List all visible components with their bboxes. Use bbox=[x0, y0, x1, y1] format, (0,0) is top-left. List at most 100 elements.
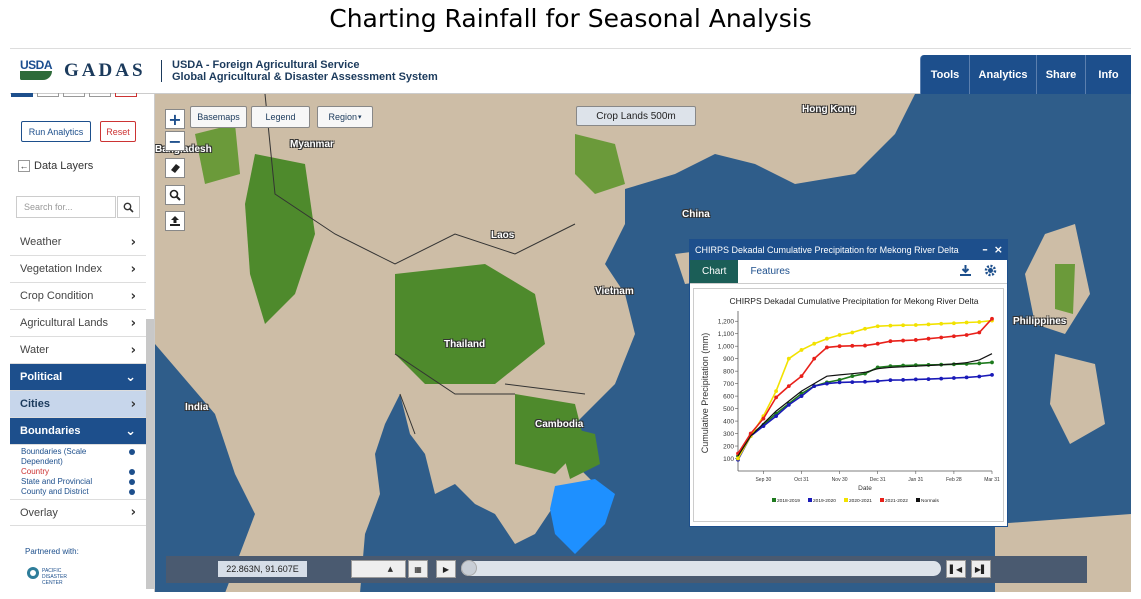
menu-crop-condition[interactable]: Crop Condition › bbox=[10, 283, 146, 310]
cursor-coordinates: 22.863N, 91.607E bbox=[218, 561, 307, 577]
panel-title-bar[interactable]: CHIRPS Dekadal Cumulative Precipitation … bbox=[690, 240, 1007, 260]
tab-features[interactable]: Features bbox=[750, 266, 790, 277]
minimize-icon[interactable]: – bbox=[982, 243, 988, 256]
close-icon[interactable]: × bbox=[993, 243, 1003, 256]
chart-panel: CHIRPS Dekadal Cumulative Precipitation … bbox=[689, 239, 1008, 527]
sidebar-tabs[interactable] bbox=[10, 93, 145, 97]
data-layers-back[interactable]: ← Data Layers bbox=[18, 160, 93, 172]
time-step-select[interactable]: ▲ bbox=[351, 560, 406, 578]
play-button[interactable]: ▶ bbox=[436, 560, 456, 578]
boundary-state-provincial[interactable]: State and Provincial bbox=[21, 477, 146, 487]
chevron-down-icon: ⌄ bbox=[125, 423, 136, 439]
region-dropdown[interactable]: Region ▾ bbox=[317, 106, 373, 128]
menu-weather[interactable]: Weather › bbox=[10, 229, 146, 256]
label-china: China bbox=[682, 209, 710, 220]
label-cambodia: Cambodia bbox=[535, 419, 584, 430]
menu-water[interactable]: Water › bbox=[10, 337, 146, 364]
data-point-2020-2021 bbox=[875, 324, 880, 329]
step-forward-button[interactable]: ▶▌ bbox=[971, 560, 991, 578]
info-icon[interactable] bbox=[129, 479, 135, 485]
basemaps-button[interactable]: Basemaps bbox=[190, 106, 247, 128]
data-point-2020-2021 bbox=[901, 323, 905, 328]
eraser-button[interactable] bbox=[165, 158, 185, 178]
data-point-2021-2022 bbox=[901, 338, 905, 343]
run-analytics-button[interactable]: Run Analytics bbox=[21, 121, 91, 142]
data-point-2019-2020 bbox=[990, 373, 994, 377]
menu-political[interactable]: Political ⌄ bbox=[10, 364, 146, 391]
legend-button[interactable]: Legend bbox=[251, 106, 310, 128]
data-point-2020-2021 bbox=[825, 336, 829, 341]
data-point-2021-2022 bbox=[774, 395, 778, 400]
info-icon[interactable] bbox=[129, 449, 135, 455]
menu-cities[interactable]: Cities › bbox=[10, 391, 146, 418]
menu-overlay[interactable]: Overlay › bbox=[10, 499, 146, 526]
chevron-right-icon: › bbox=[130, 234, 136, 250]
nav-tools[interactable]: Tools bbox=[920, 55, 969, 94]
upload-button[interactable] bbox=[165, 211, 185, 231]
label-hong-kong: Hong Kong bbox=[802, 104, 856, 115]
boundary-scale-dependent[interactable]: Boundaries (Scale Dependent) bbox=[21, 447, 146, 467]
data-point-2018-2019 bbox=[990, 360, 994, 365]
upload-icon bbox=[170, 216, 180, 226]
chevron-right-icon: › bbox=[130, 315, 136, 331]
caret-down-icon: ▾ bbox=[358, 114, 362, 121]
zoom-in-button[interactable]: + bbox=[165, 109, 185, 129]
x-tick-label: Oct 31 bbox=[794, 477, 809, 483]
x-tick-label: Feb 28 bbox=[946, 477, 962, 483]
legend-swatch bbox=[916, 498, 920, 502]
data-point-2021-2022 bbox=[837, 344, 842, 349]
data-point-2021-2022 bbox=[863, 343, 867, 348]
data-point-2019-2020 bbox=[964, 375, 969, 380]
nav-info[interactable]: Info bbox=[1085, 55, 1131, 94]
y-tick-label: 800 bbox=[723, 369, 734, 376]
download-icon[interactable] bbox=[959, 264, 972, 277]
legend-entry: 2021-2022 bbox=[885, 498, 908, 504]
calendar-button[interactable]: ▦ bbox=[408, 560, 428, 578]
data-point-2019-2020 bbox=[875, 379, 880, 384]
menu-boundaries[interactable]: Boundaries ⌄ bbox=[10, 418, 146, 445]
menu-agricultural-lands[interactable]: Agricultural Lands › bbox=[10, 310, 146, 337]
nav-share[interactable]: Share bbox=[1036, 55, 1085, 94]
data-point-2019-2020 bbox=[786, 402, 791, 407]
slide-title: Charting Rainfall for Seasonal Analysis bbox=[329, 4, 812, 33]
menu-vegetation-index[interactable]: Vegetation Index › bbox=[10, 256, 146, 283]
sidebar-scrollbar[interactable] bbox=[146, 319, 154, 589]
panel-tabs: Chart Features bbox=[690, 260, 1007, 284]
data-point-2019-2020 bbox=[825, 381, 829, 386]
search-button[interactable] bbox=[117, 196, 140, 218]
info-icon[interactable] bbox=[129, 489, 135, 495]
settings-gear-icon[interactable] bbox=[984, 264, 997, 277]
data-point-2021-2022 bbox=[850, 343, 855, 348]
boundary-country[interactable]: Country bbox=[21, 467, 146, 477]
usda-logo-text: USDA bbox=[20, 58, 53, 72]
info-icon[interactable] bbox=[129, 469, 135, 475]
tab-chart[interactable]: Chart bbox=[690, 260, 739, 283]
time-slider-handle[interactable] bbox=[461, 560, 477, 576]
chevron-right-icon: › bbox=[130, 396, 136, 412]
step-back-button[interactable]: ▌◀ bbox=[946, 560, 966, 578]
legend-entry: 2020-2021 bbox=[849, 498, 872, 504]
data-point-2021-2022 bbox=[888, 339, 893, 344]
chevron-right-icon: › bbox=[130, 288, 136, 304]
time-slider[interactable] bbox=[461, 560, 941, 576]
reset-button[interactable]: Reset bbox=[100, 121, 136, 142]
legend-entry: Normals bbox=[921, 498, 939, 504]
gadas-app: USDA GADAS USDA - Foreign Agricultural S… bbox=[10, 48, 1131, 592]
data-point-2021-2022 bbox=[990, 316, 994, 321]
map-view[interactable]: Hong Kong Myanmar Bangladesh China Laos … bbox=[155, 94, 1131, 592]
data-point-2018-2019 bbox=[977, 361, 982, 366]
search-input[interactable]: Search for... bbox=[16, 196, 116, 218]
data-point-2021-2022 bbox=[964, 333, 969, 337]
identify-button[interactable] bbox=[165, 185, 185, 205]
magnifier-icon bbox=[169, 189, 181, 201]
chevron-right-icon: › bbox=[130, 261, 136, 277]
nav-analytics[interactable]: Analytics bbox=[969, 55, 1036, 94]
y-tick-label: 400 bbox=[723, 419, 734, 426]
active-layer-label: Crop Lands 500m bbox=[576, 106, 696, 126]
data-point-2019-2020 bbox=[939, 376, 944, 381]
data-point-2020-2021 bbox=[736, 456, 740, 461]
legend-swatch bbox=[844, 498, 848, 502]
boundary-county-district[interactable]: County and District bbox=[21, 487, 146, 497]
zoom-out-button[interactable]: − bbox=[165, 131, 185, 151]
data-point-2020-2021 bbox=[926, 322, 931, 327]
